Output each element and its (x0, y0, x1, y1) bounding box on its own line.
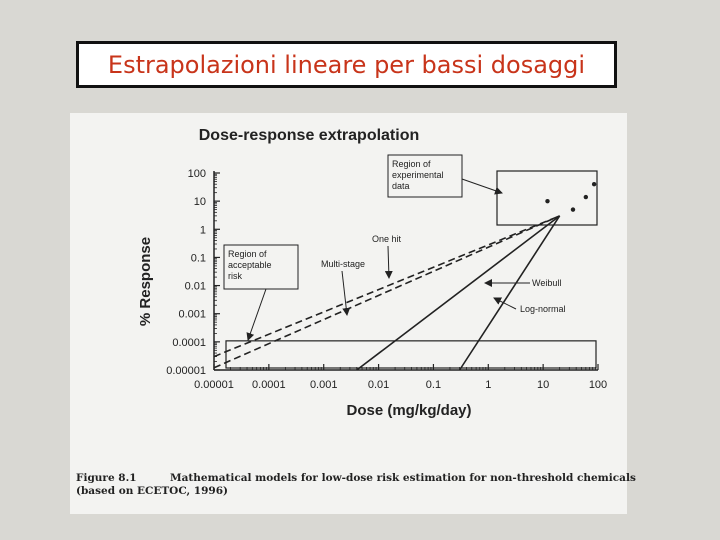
experimental-data-point (583, 194, 589, 200)
acceptable-risk-region (225, 340, 597, 369)
x-tick-label: 10 (537, 379, 549, 391)
series-line-log-normal (458, 215, 561, 371)
y-tick-label: 1 (200, 224, 206, 236)
caption-number: Figure 8.1 (76, 472, 137, 484)
x-tick-label: 0.00001 (194, 379, 234, 391)
experimental-callout-arrow (461, 178, 503, 195)
dose-response-chart: Dose-response extrapolation 100 10 1 0.1 0.0… (137, 127, 607, 419)
caption-text: Mathematical models for low-dose risk es… (170, 472, 636, 484)
caption-source: (based on ECETOC, 1996) (76, 485, 228, 497)
acceptable-callout-arrow (246, 288, 267, 341)
experimental-region-label: Region of experimental data (392, 159, 444, 191)
label-weibull: Weibull (532, 278, 561, 288)
y-tick-label: 10 (194, 196, 206, 208)
x-tick-label: 0.0001 (252, 379, 286, 391)
y-tick-label: 0.1 (191, 252, 206, 264)
y-tick-label: 0.0001 (172, 337, 206, 349)
x-tick-label: 0.01 (368, 379, 389, 391)
label-multi-stage: Multi-stage (321, 259, 365, 269)
experimental-data-point (570, 207, 576, 212)
y-tick-label: 0.00001 (166, 365, 206, 377)
experimental-label-box (387, 154, 463, 198)
y-tick-label: 100 (188, 168, 206, 180)
y-tick-label: 0.001 (178, 309, 206, 321)
experimental-data-point (591, 181, 597, 187)
series-line-weibull (356, 215, 561, 371)
x-tick-label: 0.1 (426, 379, 441, 391)
multi-stage-arrow (341, 270, 351, 316)
series-line-multi-stage (213, 215, 560, 369)
chart-title: Dose-response extrapolation (199, 127, 420, 144)
log-normal-arrow (493, 297, 517, 310)
x-tick-label: 1 (485, 379, 491, 391)
x-tick-label: 0.001 (310, 379, 338, 391)
x-tick-label: 100 (589, 379, 607, 391)
slide-title: Estrapolazioni lineare per bassi dosaggi (107, 50, 586, 79)
experimental-data-region (496, 170, 598, 226)
x-axis-title: Dose (mg/kg/day) (346, 402, 471, 419)
series-line-one-hit (213, 215, 560, 358)
acceptable-label-box (223, 244, 299, 290)
figure-caption: Figure 8.1 Mathematical models for low-do… (76, 472, 636, 498)
figure-panel: Dose-response extrapolation 100 10 1 0.1 0.0… (70, 113, 636, 514)
y-tick-label: 0.01 (185, 281, 206, 293)
experimental-data-point (545, 198, 550, 204)
label-one-hit: One hit (372, 234, 402, 244)
label-log-normal: Log-normal (520, 304, 566, 314)
slide-title-box: Estrapolazioni lineare per bassi dosaggi (76, 41, 617, 88)
acceptable-region-label: Region of acceptable risk (228, 249, 272, 281)
one-hit-arrow (384, 245, 393, 279)
y-axis-title: % Response (137, 237, 154, 326)
